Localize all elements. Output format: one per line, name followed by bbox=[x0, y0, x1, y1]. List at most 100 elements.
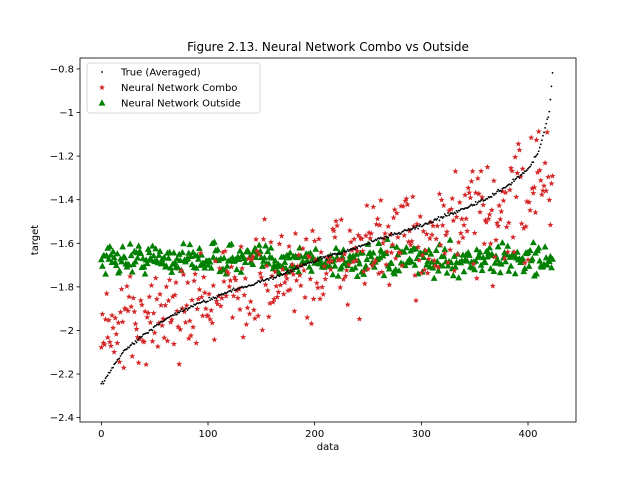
data-point bbox=[544, 126, 546, 129]
data-point bbox=[127, 273, 134, 280]
data-point bbox=[377, 197, 384, 203]
data-point bbox=[297, 267, 300, 269]
data-point bbox=[339, 256, 346, 263]
data-point bbox=[192, 305, 194, 308]
data-point bbox=[237, 268, 245, 275]
data-point bbox=[395, 267, 403, 274]
data-point bbox=[262, 281, 269, 288]
data-point bbox=[116, 358, 123, 365]
data-point bbox=[282, 271, 289, 278]
data-point bbox=[135, 341, 138, 344]
data-point bbox=[251, 315, 258, 322]
data-point bbox=[465, 251, 473, 258]
data-point bbox=[101, 341, 108, 348]
data-point bbox=[135, 242, 143, 249]
data-point bbox=[104, 377, 107, 380]
data-point bbox=[184, 254, 192, 262]
data-point bbox=[500, 197, 507, 204]
data-point bbox=[527, 207, 534, 213]
data-point bbox=[216, 265, 223, 271]
data-point bbox=[351, 235, 358, 242]
data-point bbox=[187, 332, 194, 339]
data-point bbox=[112, 261, 120, 269]
data-point bbox=[374, 215, 381, 222]
data-point bbox=[98, 344, 105, 350]
data-point bbox=[546, 196, 553, 203]
data-point bbox=[538, 146, 541, 149]
data-point bbox=[252, 236, 260, 242]
data-point bbox=[119, 318, 126, 325]
data-point bbox=[519, 254, 527, 262]
data-point bbox=[104, 334, 111, 341]
data-point bbox=[204, 312, 212, 319]
data-point bbox=[302, 294, 309, 301]
data-point bbox=[504, 242, 512, 249]
data-point bbox=[170, 249, 178, 256]
data-point bbox=[427, 250, 435, 257]
data-point bbox=[368, 230, 375, 237]
series-star-points bbox=[98, 128, 556, 371]
data-point bbox=[112, 314, 119, 321]
data-point bbox=[281, 279, 288, 286]
data-point bbox=[489, 282, 496, 289]
data-point bbox=[533, 270, 540, 277]
data-point bbox=[473, 246, 481, 253]
data-point bbox=[457, 230, 464, 236]
data-point bbox=[315, 259, 318, 262]
data-point bbox=[313, 279, 320, 286]
data-point bbox=[152, 274, 159, 281]
data-point bbox=[234, 294, 241, 301]
data-point bbox=[400, 203, 407, 209]
data-point bbox=[536, 153, 539, 155]
data-point bbox=[530, 189, 537, 196]
data-point bbox=[515, 140, 522, 147]
data-point bbox=[243, 321, 250, 328]
data-point bbox=[470, 203, 473, 206]
y-tick-label: −1.6 bbox=[50, 239, 74, 250]
data-point bbox=[228, 263, 235, 270]
data-point bbox=[378, 237, 381, 240]
data-point bbox=[325, 258, 328, 261]
data-point bbox=[156, 247, 164, 254]
data-point bbox=[248, 256, 255, 263]
data-point bbox=[330, 254, 333, 257]
data-point bbox=[507, 262, 515, 269]
data-point bbox=[136, 335, 143, 342]
data-point bbox=[185, 335, 192, 342]
data-point bbox=[232, 287, 235, 290]
data-point bbox=[537, 177, 544, 184]
data-point bbox=[302, 263, 304, 265]
data-point bbox=[438, 219, 441, 222]
data-point bbox=[242, 275, 249, 282]
data-point bbox=[491, 253, 498, 260]
data-point bbox=[478, 167, 485, 174]
data-point bbox=[305, 263, 313, 270]
data-point bbox=[512, 153, 519, 160]
data-point bbox=[383, 237, 385, 240]
data-point bbox=[334, 222, 341, 229]
data-point bbox=[300, 267, 308, 274]
data-point bbox=[174, 312, 176, 315]
data-point bbox=[380, 271, 388, 279]
data-point bbox=[507, 164, 514, 171]
data-point bbox=[202, 305, 209, 312]
data-point bbox=[199, 312, 206, 319]
data-point bbox=[197, 249, 204, 256]
data-point bbox=[120, 364, 127, 371]
data-point bbox=[134, 340, 137, 342]
data-point bbox=[130, 343, 133, 346]
data-point bbox=[177, 326, 184, 333]
data-point bbox=[291, 270, 294, 273]
data-point bbox=[477, 261, 485, 268]
data-point bbox=[407, 227, 410, 230]
data-point bbox=[269, 264, 277, 272]
data-point bbox=[112, 366, 114, 369]
data-point bbox=[451, 267, 458, 274]
data-point bbox=[396, 249, 404, 256]
data-point bbox=[452, 263, 459, 270]
data-point bbox=[415, 226, 417, 229]
data-point bbox=[294, 262, 301, 269]
data-point bbox=[209, 319, 216, 326]
data-point bbox=[127, 251, 135, 259]
